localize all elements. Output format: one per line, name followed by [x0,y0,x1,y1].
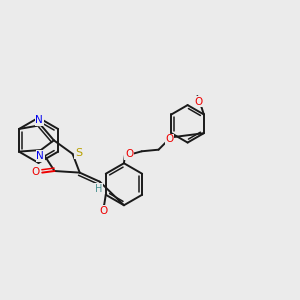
Text: H: H [95,184,102,194]
Text: N: N [35,115,43,125]
Text: O: O [99,206,107,216]
Text: O: O [125,149,133,159]
Text: O: O [32,167,40,177]
Text: O: O [194,97,202,106]
Text: N: N [36,151,44,161]
Text: O: O [165,134,174,144]
Text: S: S [75,148,82,158]
